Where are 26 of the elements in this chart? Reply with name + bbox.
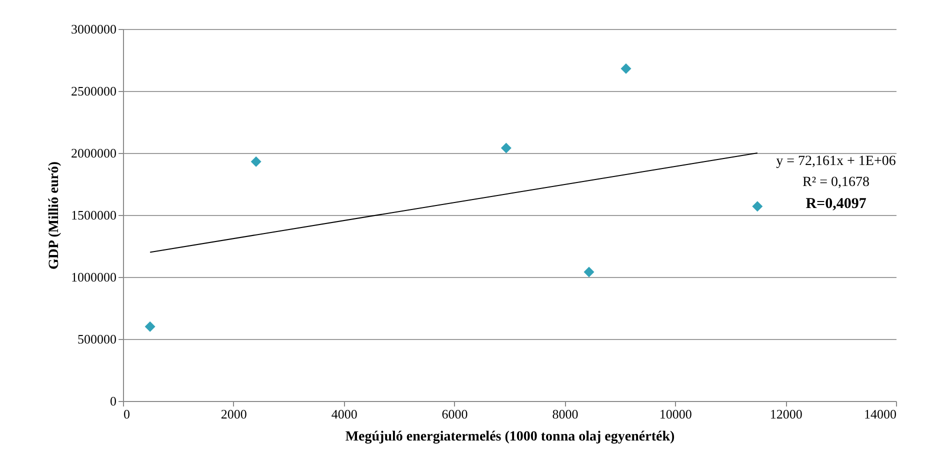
y-tick-label: 2000000	[71, 146, 116, 160]
point	[500, 142, 512, 154]
x-tick-label: 14000	[864, 406, 896, 422]
x-tick-label: 10000	[659, 406, 692, 422]
point	[620, 63, 632, 74]
y-tick-label: 0	[110, 394, 116, 408]
x-tick-label: 12000	[770, 406, 802, 422]
y-axis-title: GDP (Millió euró)	[47, 161, 62, 270]
y-tick-label: 1500000	[71, 208, 116, 222]
annotation: R=0,4097	[806, 196, 867, 212]
annotation: R² = 0,1678	[802, 175, 870, 190]
x-tick-label: 4000	[331, 406, 358, 422]
annotation: y = 72,161x + 1E+06	[776, 154, 896, 169]
point	[144, 321, 156, 332]
point	[250, 156, 262, 167]
x-tick-label: 2000	[220, 406, 247, 422]
y-tick-label: 500000	[78, 332, 116, 346]
y-tick-label: 3000000	[71, 22, 116, 36]
y-tick-label: 2500000	[71, 84, 116, 98]
point	[584, 266, 594, 278]
y-tick-label: 1000000	[71, 270, 116, 284]
x-tick-label: 6000	[442, 406, 468, 422]
x-tick-label: 8000	[552, 406, 578, 422]
x-tick-label: 0	[124, 406, 130, 422]
x-axis-title: Megújuló energiatermelés (1000 tonna olaj egyenérték)	[345, 430, 675, 444]
point	[752, 201, 763, 212]
